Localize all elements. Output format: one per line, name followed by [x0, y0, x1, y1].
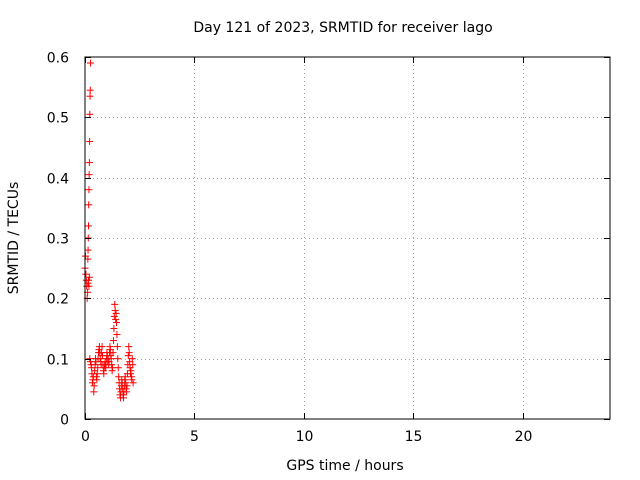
- grid-lines: [85, 57, 610, 419]
- data-point: [125, 349, 133, 357]
- data-point: [114, 364, 122, 372]
- data-point: [85, 273, 93, 281]
- data-point: [108, 361, 116, 369]
- data-point: [86, 110, 94, 118]
- y-tick-label: 0.1: [47, 353, 69, 369]
- data-point: [82, 270, 90, 278]
- data-point: [110, 325, 118, 332]
- data-point: [129, 361, 137, 369]
- data-point: [85, 171, 93, 179]
- data-point: [85, 282, 93, 290]
- data-point: [85, 186, 93, 194]
- data-point: [128, 355, 136, 363]
- data-point: [110, 312, 118, 320]
- y-tick-label: 0: [60, 413, 69, 429]
- data-points: [81, 59, 137, 402]
- y-tick-label: 0.4: [47, 172, 69, 188]
- data-point: [113, 318, 120, 326]
- data-point: [109, 349, 117, 357]
- data-point: [86, 86, 94, 94]
- data-point: [114, 355, 122, 363]
- data-point: [111, 300, 119, 308]
- data-point: [122, 379, 130, 387]
- data-point: [100, 370, 108, 378]
- data-point: [93, 370, 101, 378]
- data-point: [109, 337, 117, 345]
- x-tick-label: 5: [190, 429, 199, 445]
- data-point: [113, 343, 121, 351]
- data-point: [107, 355, 115, 363]
- data-point: [127, 367, 135, 375]
- axis-ticks: [85, 57, 610, 420]
- x-tick-label: 10: [296, 429, 314, 445]
- data-point: [85, 222, 92, 230]
- data-point: [86, 92, 94, 100]
- y-tick-label: 0.6: [47, 51, 69, 67]
- data-point: [124, 352, 132, 360]
- data-point: [90, 388, 98, 396]
- data-point: [86, 137, 94, 145]
- data-point: [113, 331, 121, 339]
- tick-labels: 0 5 10 15 20 0 0.1 0.2 0.3 0.4 0.5 0.6: [47, 51, 533, 446]
- chart-title: Day 121 of 2023, SRMTID for receiver lag…: [193, 20, 492, 36]
- x-axis-title: GPS time / hours: [286, 458, 403, 474]
- data-point: [123, 388, 131, 396]
- y-axis-title: SRMTID / TECUs: [6, 182, 22, 295]
- data-point: [123, 382, 131, 390]
- data-point: [94, 364, 102, 372]
- y-tick-label: 0.5: [47, 111, 69, 127]
- data-point: [115, 373, 123, 381]
- y-tick-label: 0.2: [47, 292, 69, 308]
- x-tick-label: 20: [515, 429, 533, 445]
- data-point: [93, 376, 101, 384]
- data-point: [98, 343, 106, 351]
- data-point: [85, 201, 93, 209]
- data-point: [125, 343, 133, 351]
- data-point: [88, 364, 96, 372]
- plot-frame: [84, 56, 611, 420]
- data-point: [85, 159, 93, 167]
- data-point: [112, 315, 120, 323]
- data-point: [84, 246, 92, 254]
- data-point: [85, 276, 92, 284]
- y-tick-label: 0.3: [47, 232, 69, 248]
- x-tick-label: 15: [405, 429, 423, 445]
- data-point: [90, 382, 98, 390]
- data-point: [84, 255, 92, 263]
- data-point: [86, 59, 94, 67]
- x-tick-label: 0: [81, 429, 90, 445]
- data-point: [120, 394, 127, 402]
- data-point: [128, 376, 136, 384]
- data-point: [111, 306, 119, 314]
- data-point: [112, 309, 120, 317]
- data-point: [129, 379, 137, 387]
